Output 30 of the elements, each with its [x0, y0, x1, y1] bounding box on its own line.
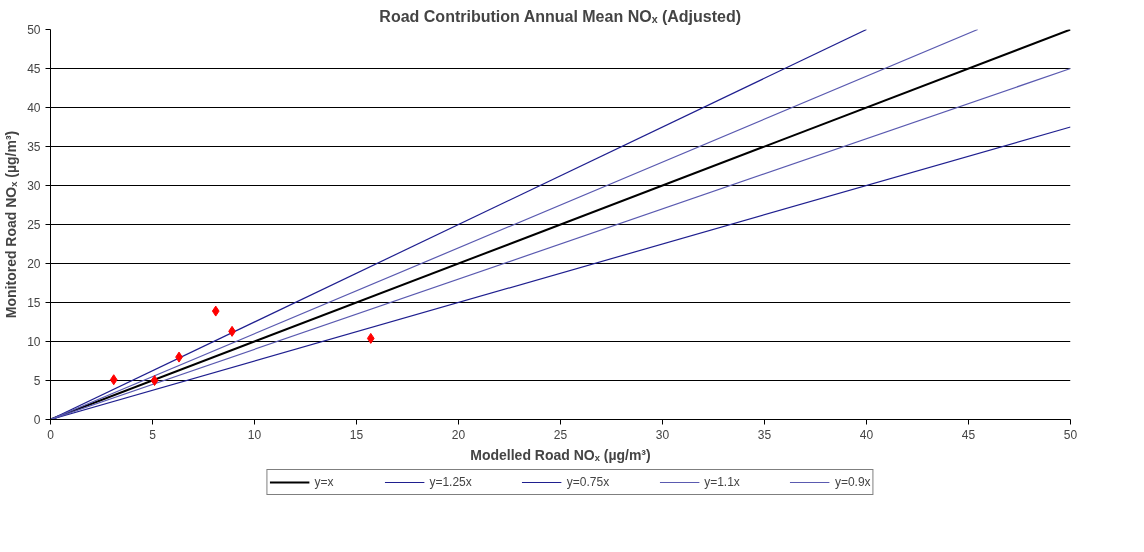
x-tick-label: 15: [349, 427, 364, 442]
y-tick-label: 15: [27, 296, 41, 310]
x-axis-title: Modelled Road NOₓ (µg/m³): [470, 446, 651, 463]
y-tick-label: 50: [27, 23, 41, 37]
y-tick-label: 30: [27, 179, 41, 193]
y-tick-label: 0: [33, 413, 41, 427]
x-tick-label: 10: [247, 427, 262, 442]
legend-label: y=0.9x: [834, 475, 871, 489]
x-tick-label: 5: [149, 427, 157, 442]
x-tick-label: 30: [655, 427, 670, 442]
x-tick-label: 45: [961, 427, 976, 442]
y-tick-label: 20: [27, 257, 41, 271]
x-tick-label: 40: [859, 427, 874, 442]
legend-label: y=1.25x: [429, 475, 472, 489]
legend-label: y=1.1x: [704, 475, 740, 489]
y-tick-label: 35: [27, 140, 41, 154]
y-tick-label: 45: [27, 62, 41, 76]
legend-label: y=0.75x: [566, 475, 610, 489]
y-tick-label: 10: [27, 335, 41, 349]
y-axis-title: Monitored Road NOₓ (µg/m³): [3, 130, 20, 319]
x-tick-label: 20: [451, 427, 466, 442]
x-tick-label: 50: [1063, 427, 1078, 442]
x-tick-label: 35: [757, 427, 772, 442]
y-tick-label: 5: [33, 374, 41, 388]
x-tick-label: 25: [553, 427, 568, 442]
x-tick-label: 0: [47, 427, 55, 442]
y-tick-label: 40: [27, 101, 41, 115]
chart-title: Road Contribution Annual Mean NOₓ (Adjusted): [379, 7, 742, 25]
legend-label: y=x: [314, 475, 335, 489]
y-tick-label: 25: [27, 218, 41, 232]
